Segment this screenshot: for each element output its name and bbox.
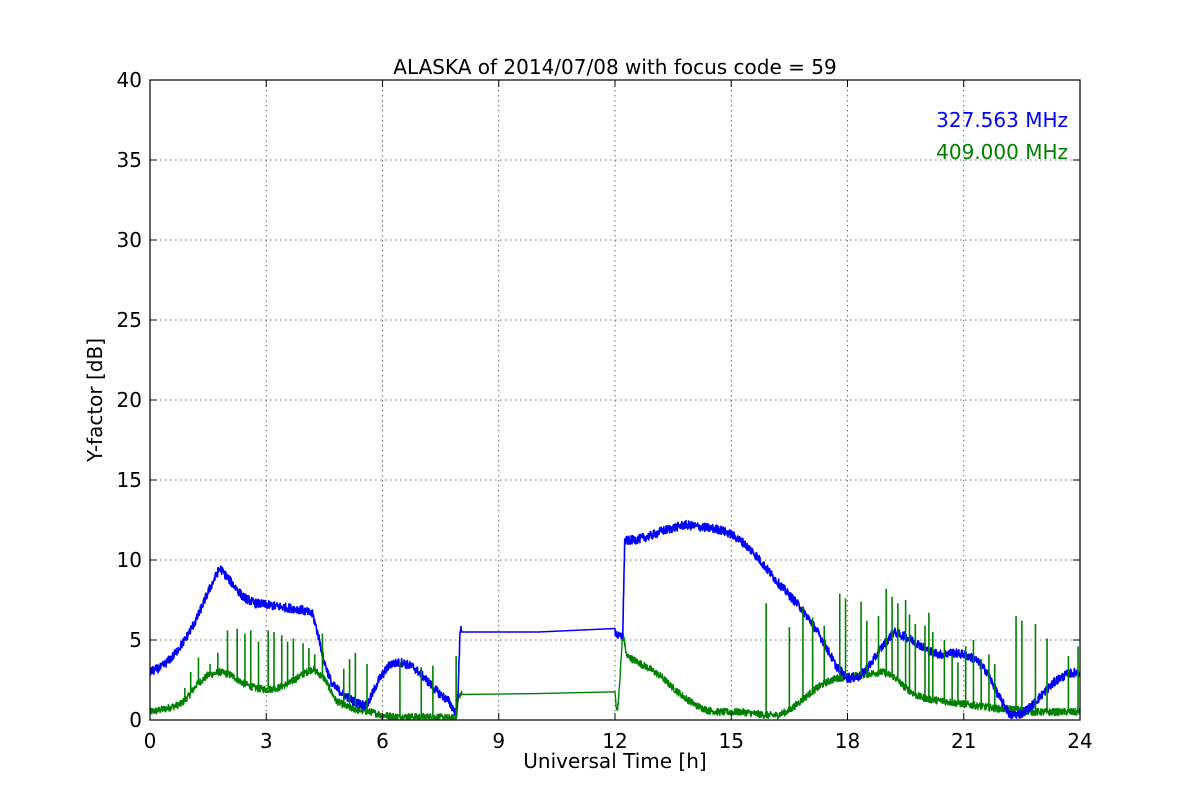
x-tick-label: 24 <box>1067 729 1092 753</box>
y-tick-label: 30 <box>117 228 142 252</box>
x-tick-label: 15 <box>719 729 744 753</box>
legend: 327.563 MHz 409.000 MHz <box>936 108 1068 164</box>
legend-entry-409-mhz: 409.000 MHz <box>936 140 1068 164</box>
y-tick-label: 0 <box>129 708 142 732</box>
x-tick-label: 0 <box>144 729 157 753</box>
x-tick-label: 3 <box>260 729 273 753</box>
y-tick-label: 20 <box>117 388 142 412</box>
chart-title: ALASKA of 2014/07/08 with focus code = 5… <box>393 55 836 79</box>
x-tick-label: 21 <box>951 729 976 753</box>
series-layer <box>150 519 1080 720</box>
y-tick-label: 5 <box>129 628 142 652</box>
y-tick-label: 35 <box>117 148 142 172</box>
y-tick-label: 15 <box>117 468 142 492</box>
x-axis-label: Universal Time [h] <box>523 749 706 773</box>
x-tick-label: 18 <box>835 729 860 753</box>
y-tick-label: 40 <box>117 68 142 92</box>
x-tick-label: 6 <box>376 729 389 753</box>
grid <box>149 79 1081 721</box>
y-tick-label: 25 <box>117 308 142 332</box>
legend-entry-327-mhz: 327.563 MHz <box>936 108 1068 132</box>
series-line-0 <box>150 519 1080 720</box>
y-tick-label: 10 <box>117 548 142 572</box>
ticks: 0 3 6 9 12 15 18 21 24 0 5 10 15 20 25 30 35 40 <box>117 68 1093 753</box>
x-tick-label: 9 <box>492 729 505 753</box>
series-line-1 <box>150 630 1080 720</box>
x-tick-label: 12 <box>602 729 627 753</box>
y-axis-label: Y-factor [dB] <box>83 338 107 463</box>
series-group <box>150 519 1080 720</box>
